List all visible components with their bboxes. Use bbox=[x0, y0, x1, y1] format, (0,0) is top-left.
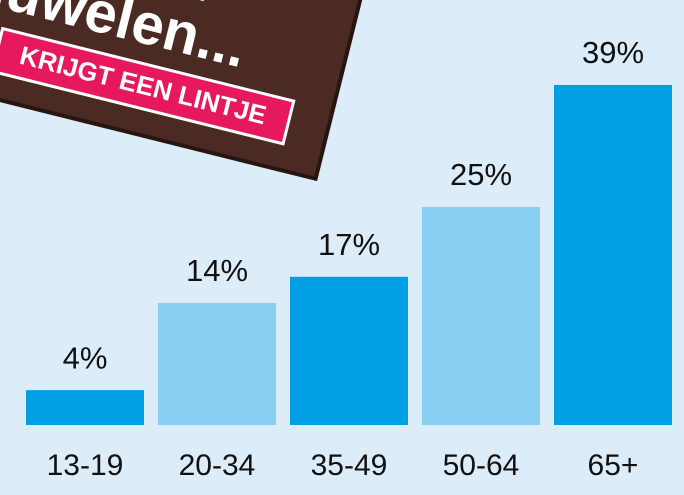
x-tick-label: 65+ bbox=[588, 449, 639, 482]
x-tick-label: 50-64 bbox=[443, 449, 520, 482]
bar bbox=[290, 276, 408, 425]
value-label: 17% bbox=[318, 227, 380, 262]
bar bbox=[422, 207, 540, 425]
bar bbox=[554, 85, 672, 425]
bar bbox=[158, 302, 276, 425]
bar bbox=[26, 390, 144, 425]
value-label: 39% bbox=[582, 35, 644, 70]
cover-banner bbox=[0, 26, 296, 146]
cover-image bbox=[0, 0, 379, 179]
x-tick-label: 20-34 bbox=[179, 449, 256, 482]
cover-border bbox=[0, 0, 381, 182]
value-label: 25% bbox=[450, 157, 512, 192]
x-tick-label: 13-19 bbox=[47, 449, 124, 482]
value-label: 14% bbox=[186, 253, 248, 288]
magazine-cover: XIMA juwelen... KRIJGT EEN LINTJE bbox=[0, 0, 381, 182]
value-label: 4% bbox=[63, 340, 108, 375]
x-tick-label: 35-49 bbox=[311, 449, 388, 482]
